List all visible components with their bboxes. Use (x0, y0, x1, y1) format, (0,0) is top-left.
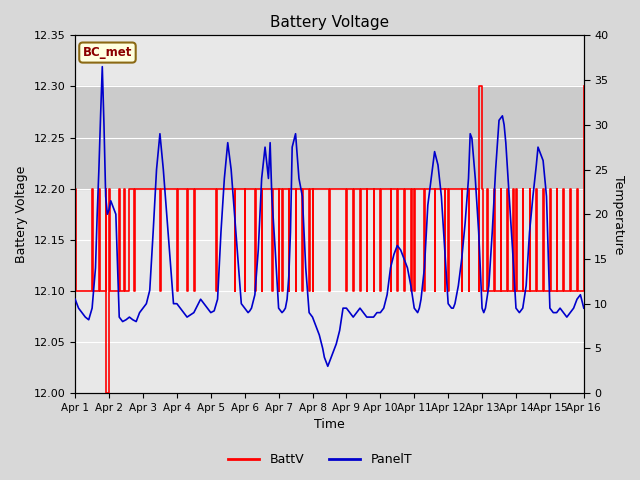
X-axis label: Time: Time (314, 419, 345, 432)
Bar (75, 86, 584, 189)
Y-axis label: Battery Voltage: Battery Voltage (15, 166, 28, 263)
Title: Battery Voltage: Battery Voltage (270, 15, 389, 30)
Text: BC_met: BC_met (83, 46, 132, 59)
Y-axis label: Temperature: Temperature (612, 175, 625, 254)
Legend: BattV, PanelT: BattV, PanelT (223, 448, 417, 471)
